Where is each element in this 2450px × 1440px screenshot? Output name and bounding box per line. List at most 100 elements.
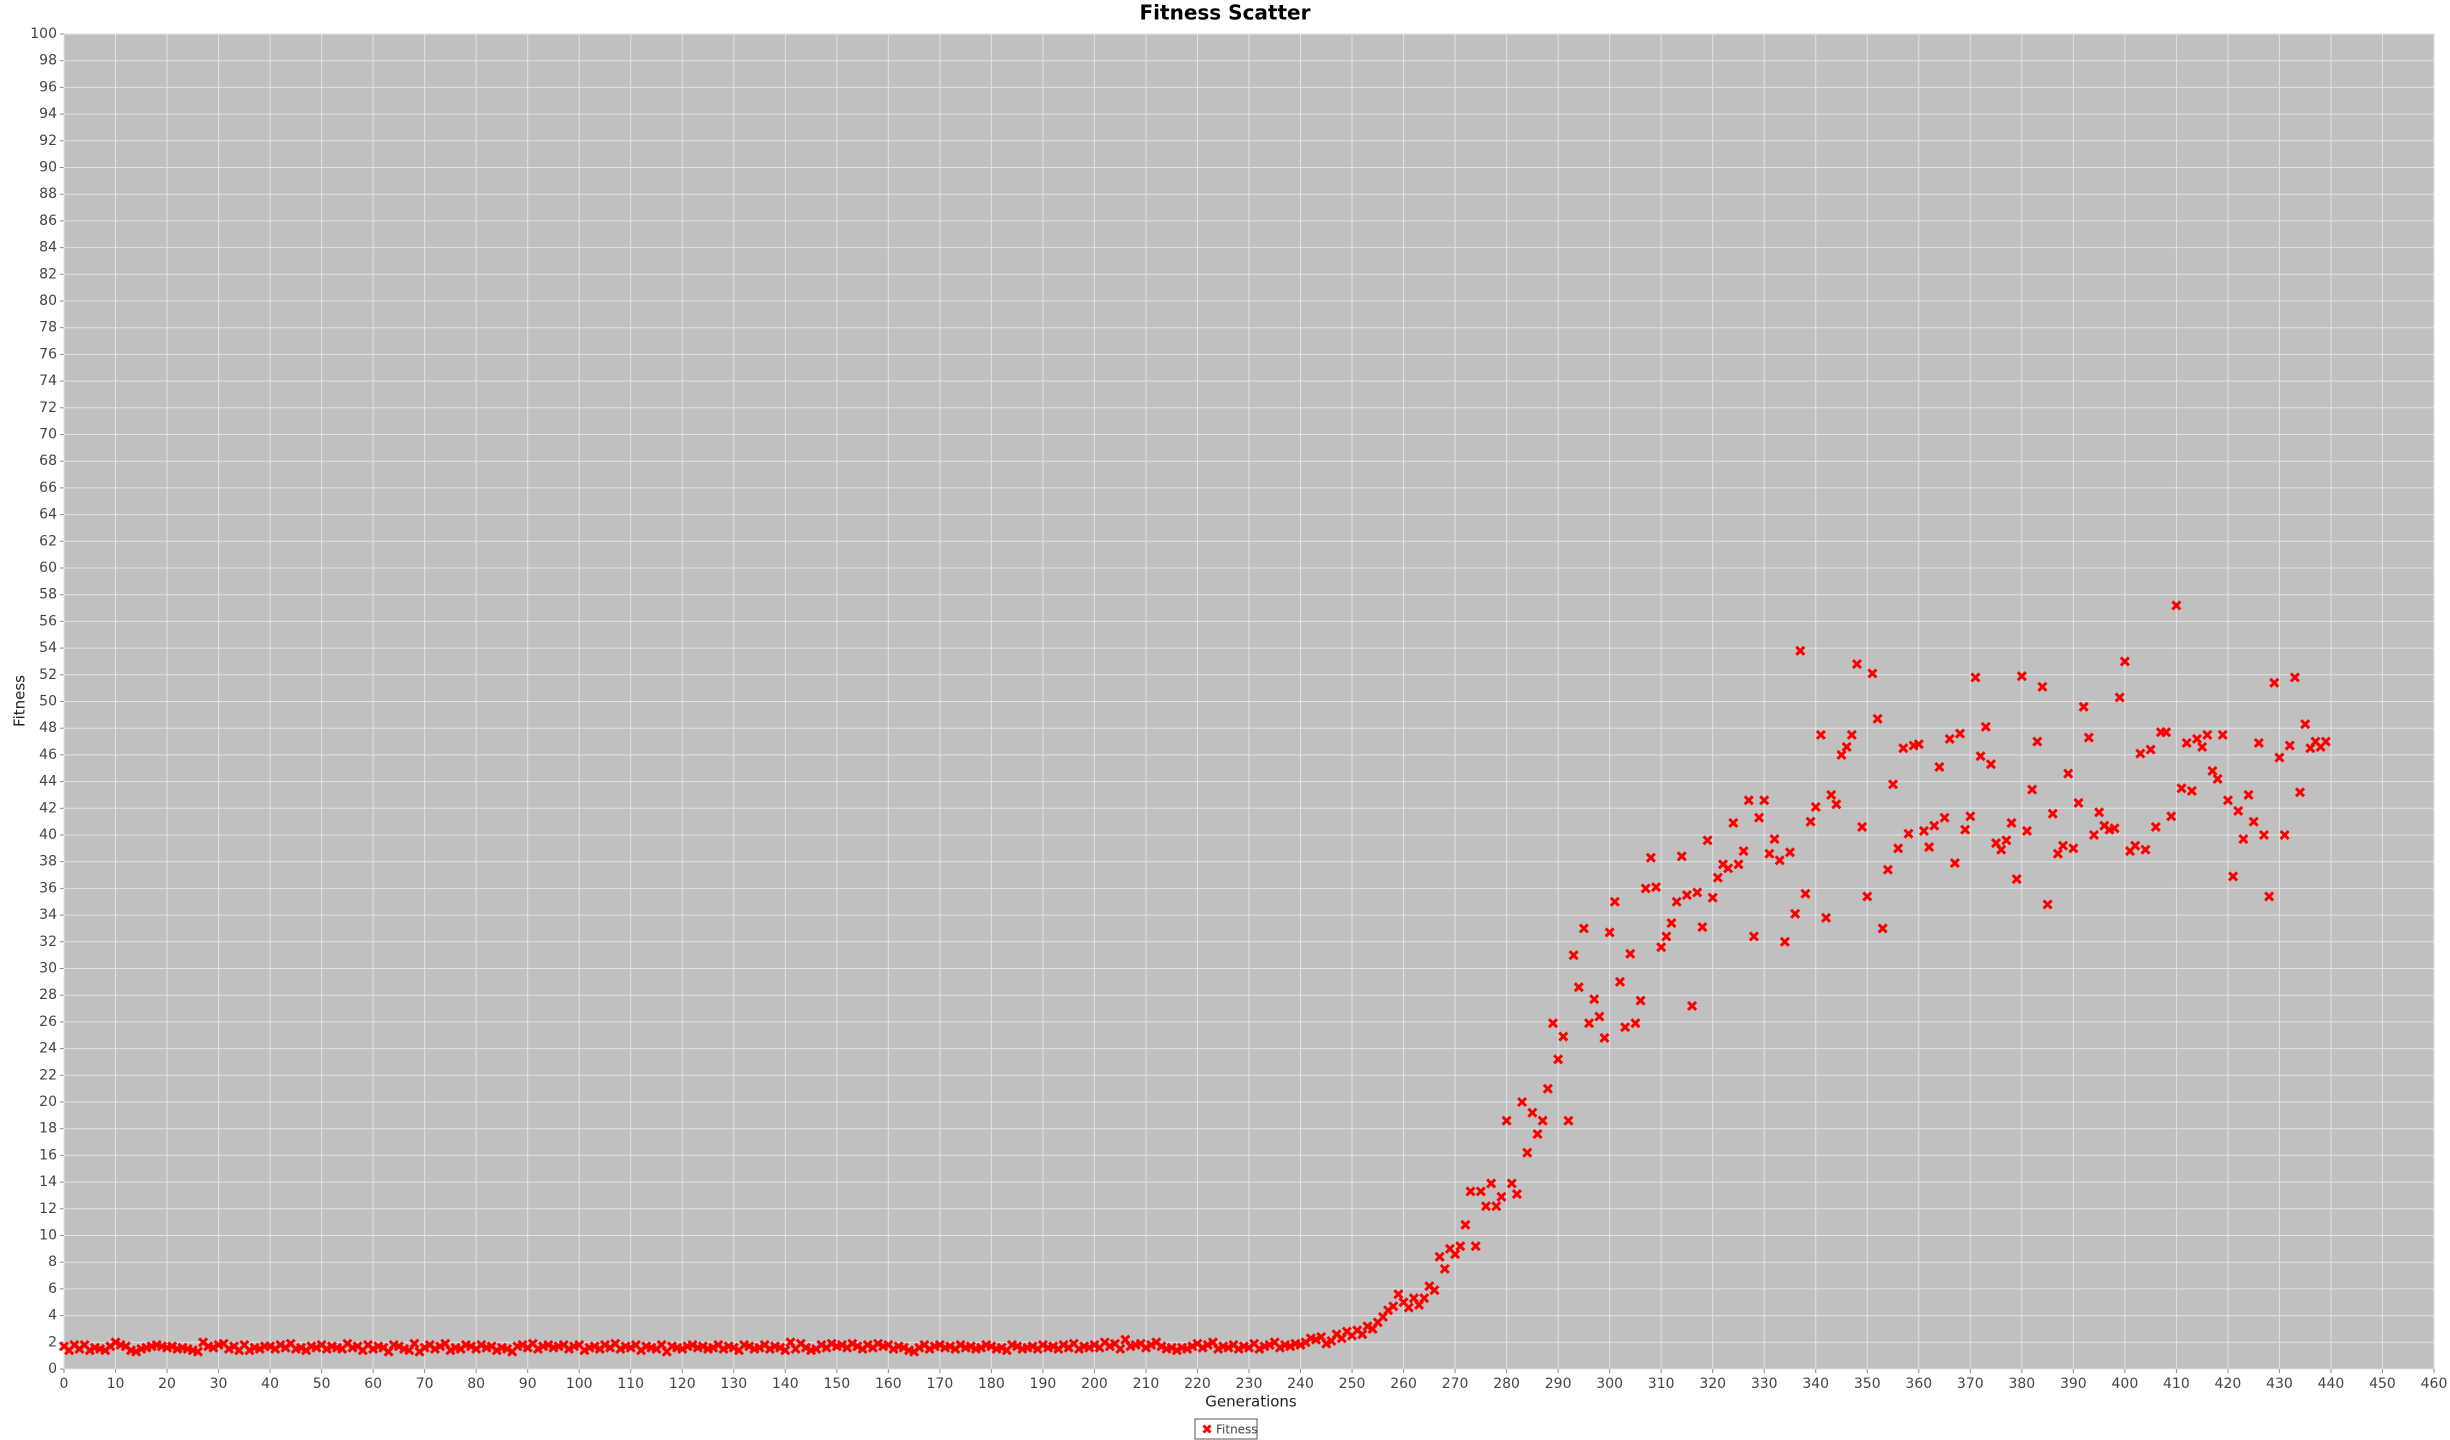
x-tick-label: 240	[1287, 1376, 1314, 1392]
x-tick-label: 120	[669, 1376, 696, 1392]
point	[579, 1345, 590, 1356]
x-tick-label: 110	[617, 1376, 644, 1392]
point	[2228, 871, 2239, 882]
y-tick-label: 54	[39, 640, 57, 656]
point	[1439, 1263, 1450, 1274]
point	[1975, 751, 1986, 762]
point	[2264, 891, 2275, 902]
point	[816, 1339, 827, 1351]
point	[1213, 1343, 1224, 1355]
point	[1321, 1338, 1332, 1349]
x-tick-label: 20	[158, 1376, 176, 1392]
point	[1687, 1000, 1698, 1011]
point	[2140, 844, 2151, 855]
point	[2109, 823, 2120, 834]
point	[1769, 833, 1780, 845]
point	[409, 1338, 420, 1349]
point	[625, 1342, 636, 1353]
point	[2284, 740, 2295, 751]
point	[1480, 1201, 1492, 1212]
x-tick-label: 440	[2318, 1376, 2345, 1392]
x-tick-label: 180	[978, 1376, 1005, 1392]
point	[1166, 1342, 1177, 1353]
point	[192, 1346, 204, 1357]
x-tick-label: 130	[720, 1376, 747, 1392]
y-tick-label: 4	[48, 1308, 57, 1324]
point	[764, 1343, 775, 1355]
x-tick-label: 400	[2112, 1376, 2139, 1392]
y-tick-label: 38	[39, 854, 57, 870]
y-tick-label: 36	[39, 880, 57, 896]
point	[1089, 1339, 1100, 1351]
point	[1496, 1191, 1507, 1202]
point	[254, 1343, 265, 1355]
y-tick-label: 72	[39, 400, 57, 416]
x-tick-label: 280	[1493, 1376, 1520, 1392]
point	[1084, 1342, 1095, 1353]
point	[1223, 1342, 1234, 1353]
point	[2269, 677, 2280, 688]
point	[1939, 812, 1950, 823]
point	[1486, 1178, 1497, 1189]
point	[754, 1342, 765, 1353]
y-tick-label: 60	[39, 560, 57, 576]
point	[131, 1346, 142, 1357]
point	[1233, 1343, 1244, 1355]
point	[924, 1343, 935, 1355]
x-tick-label: 310	[1648, 1376, 1675, 1392]
point	[2186, 785, 2197, 797]
point	[1929, 820, 1940, 831]
point	[2011, 873, 2022, 885]
point	[1650, 882, 1662, 893]
x-tick-label: 300	[1596, 1376, 1623, 1392]
x-tick-label: 60	[364, 1376, 382, 1392]
point	[1310, 1334, 1322, 1345]
point	[208, 1342, 219, 1353]
point	[1532, 1128, 1543, 1140]
point	[934, 1339, 945, 1351]
point	[1887, 779, 1899, 790]
point	[1563, 1115, 1574, 1126]
y-tick-label: 46	[39, 747, 57, 763]
point	[2032, 736, 2043, 747]
y-tick-label: 24	[39, 1041, 57, 1057]
x-tick-label: 290	[1545, 1376, 1572, 1392]
point	[1547, 1018, 1559, 1029]
point	[2243, 789, 2254, 801]
point	[914, 1342, 925, 1353]
point	[1589, 994, 1600, 1005]
point	[1702, 835, 1713, 846]
point	[687, 1339, 698, 1351]
point	[1182, 1343, 1193, 1355]
point	[1491, 1201, 1502, 1212]
point	[862, 1339, 873, 1351]
point	[677, 1343, 688, 1355]
point	[244, 1345, 255, 1356]
point	[1583, 1018, 1595, 1029]
point	[1604, 927, 1615, 938]
point	[2161, 727, 2172, 738]
point	[1599, 1032, 1610, 1043]
y-tick-label: 94	[39, 106, 57, 122]
x-tick-label: 350	[1854, 1376, 1881, 1392]
x-tick-label: 320	[1699, 1376, 1726, 1392]
point	[1882, 864, 1893, 875]
point	[872, 1338, 884, 1349]
point	[2119, 656, 2130, 667]
y-tick-label: 78	[39, 320, 57, 336]
x-tick-label: 40	[261, 1376, 279, 1392]
point	[1620, 1022, 1631, 1033]
point	[1640, 883, 1651, 894]
x-tick-label: 360	[1905, 1376, 1932, 1392]
x-tick-label: 10	[107, 1376, 125, 1392]
point	[2233, 805, 2244, 817]
point	[2037, 681, 2048, 692]
point	[2057, 840, 2069, 851]
point	[775, 1342, 786, 1353]
point	[1815, 729, 1826, 740]
point	[708, 1342, 719, 1353]
x-tick-label: 380	[2008, 1376, 2035, 1392]
y-tick-label: 8	[48, 1254, 57, 1270]
point	[532, 1343, 544, 1355]
point	[2207, 765, 2218, 776]
